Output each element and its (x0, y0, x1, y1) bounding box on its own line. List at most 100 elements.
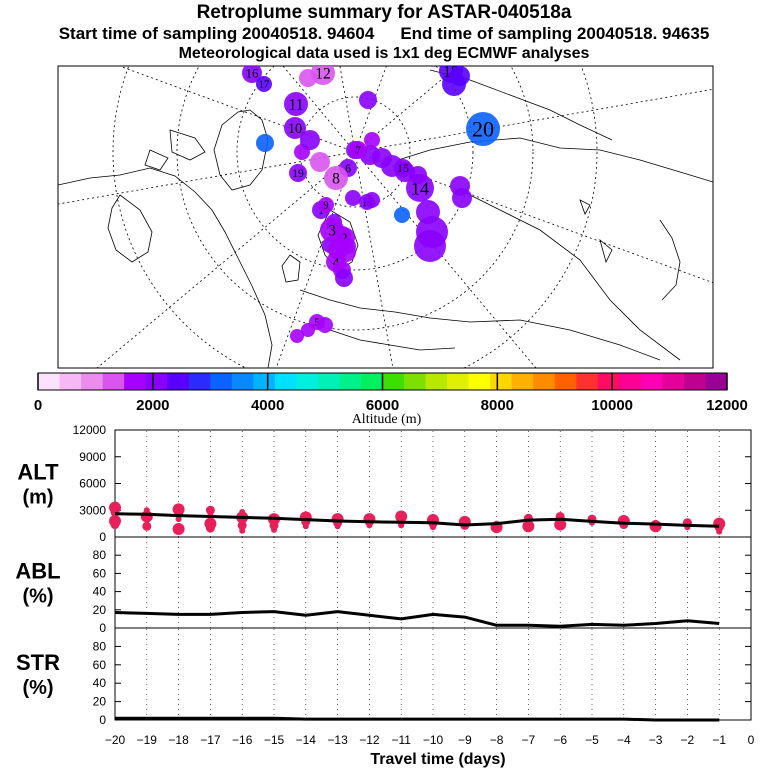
x-tick-label: −15 (264, 733, 285, 747)
plume-cluster-day-10: 10 (284, 117, 320, 150)
colorbar-swatch (360, 373, 383, 390)
plume-cluster-day-18: 18 (439, 66, 470, 86)
plume-circle (450, 66, 470, 86)
x-tick-label: −8 (490, 733, 504, 747)
colorbar-swatch (576, 373, 599, 390)
colorbar-swatch (102, 373, 125, 390)
x-tick-label: −16 (232, 733, 253, 747)
x-tick-label: −1 (712, 733, 726, 747)
y-tick-label: 80 (93, 548, 107, 562)
plume-day-label: 6 (345, 162, 351, 175)
y-tick-label: 40 (93, 676, 107, 690)
alt-point (110, 520, 120, 530)
plume-circle (414, 230, 446, 262)
latitude-circle-4 (112, 66, 598, 368)
chart-title: Retroplume summary for ASTAR-040518a (196, 2, 572, 23)
panel-ylabel-name: ALT (17, 460, 59, 485)
plume-circle (394, 159, 412, 177)
altitude-colorbar: 0 2000 4000 6000 8000 10000 12000 Altitude (m) (34, 372, 748, 427)
plume-circle (299, 69, 317, 87)
colorbar-tick-label: 10000 (591, 397, 633, 414)
europe-coast (299, 289, 661, 361)
greenland-coast (213, 109, 269, 191)
colorbar-swatch (705, 373, 728, 390)
plume-day-label: 10 (288, 121, 302, 137)
map-panel: 1234567891011121314151617181920 (57, 65, 714, 369)
colorbar-tick-label: 12000 (706, 397, 748, 414)
plume-circle (452, 188, 472, 208)
x-tick-label: −13 (327, 733, 348, 747)
plume-circle (345, 190, 361, 206)
plume-circle (242, 66, 262, 83)
x-axis-label: Travel time (days) (370, 751, 505, 768)
meridian-12 (354, 88, 713, 153)
plume-circle (256, 76, 272, 92)
plume-circle (284, 92, 308, 116)
plume-day-label: 11 (288, 96, 303, 113)
plume-day-label: 20 (472, 117, 494, 142)
x-tick-label: −4 (617, 733, 631, 747)
colorbar-tick-label: 4000 (251, 397, 284, 414)
alt-point (237, 520, 247, 530)
plume-circle (320, 218, 344, 242)
alt-point (142, 521, 152, 531)
alt-point (366, 522, 373, 529)
plume-cluster-day-15: 15 (394, 159, 427, 184)
plume-circle (300, 130, 320, 150)
x-tick-label: −7 (522, 733, 536, 747)
y-tick-label: 40 (93, 585, 107, 599)
plume-circle (284, 117, 306, 139)
plume-circle (364, 192, 380, 208)
british-isles (281, 254, 301, 283)
x-tick-label: −19 (137, 733, 158, 747)
plume-cluster-day-8: 8 (310, 152, 348, 190)
y-tick-label: 9000 (79, 450, 106, 464)
plume-circle (317, 317, 333, 333)
colorbar-swatch (253, 373, 276, 390)
colorbar-tick-label: 0 (34, 397, 42, 414)
y-tick-label: 0 (99, 530, 106, 544)
str-series-line (115, 716, 720, 722)
asia-interior (459, 189, 681, 361)
colorbar-swatch (210, 373, 233, 390)
panel-ylabel-unit: (%) (22, 586, 53, 608)
y-tick-label: 20 (93, 695, 107, 709)
x-tick-label: −3 (649, 733, 663, 747)
alt-point (430, 524, 436, 531)
latitude-circle-1 (299, 96, 411, 208)
sampling-times: Start time of sampling 20040518. 94604 En… (0, 24, 768, 44)
y-tick-label: 20 (93, 603, 107, 617)
x-tick-label: −20 (105, 733, 126, 747)
map-content: 1234567891011121314151617181920 (58, 65, 713, 368)
alt-point (398, 522, 405, 529)
plume-circle (310, 152, 330, 172)
plume-cluster-day-7: 7 (349, 132, 380, 159)
x-tick-label: −9 (458, 733, 472, 747)
alt-scatter (109, 501, 726, 535)
x-tick-label: −12 (359, 733, 380, 747)
plume-day-label: 12 (315, 65, 331, 82)
panel-str: 0 20 40 60 80 STR(%) (16, 627, 752, 727)
alt-point (175, 516, 182, 523)
plume-circle (324, 166, 348, 190)
start-time-label: Start time of sampling 20040518. 94604 (58, 24, 375, 43)
plume-circle (359, 91, 377, 109)
plume-circle (301, 323, 315, 337)
panel-ylabel-name: ABL (15, 559, 60, 584)
x-tick-label: −17 (200, 733, 221, 747)
x-tick-label: −5 (585, 733, 599, 747)
colorbar-swatch (490, 373, 512, 390)
plume-day-label: 19 (292, 167, 304, 180)
alt-point (649, 520, 662, 533)
plume-circle (349, 141, 367, 159)
plume-cluster-day-16: 16 (242, 66, 377, 287)
colorbar-swatch (382, 373, 405, 390)
meridian-3 (354, 151, 394, 368)
plume-circle (318, 197, 334, 213)
x-tick-label: −6 (553, 733, 567, 747)
met-data-label: Meteorological data used is 1x1 deg ECMW… (178, 45, 590, 62)
colorbar-swatch (124, 373, 146, 390)
panel-abl: 0 20 40 60 80 ABL(%) (15, 536, 752, 635)
panel-ylabel-unit: (%) (22, 677, 53, 699)
alt-point (302, 523, 309, 530)
